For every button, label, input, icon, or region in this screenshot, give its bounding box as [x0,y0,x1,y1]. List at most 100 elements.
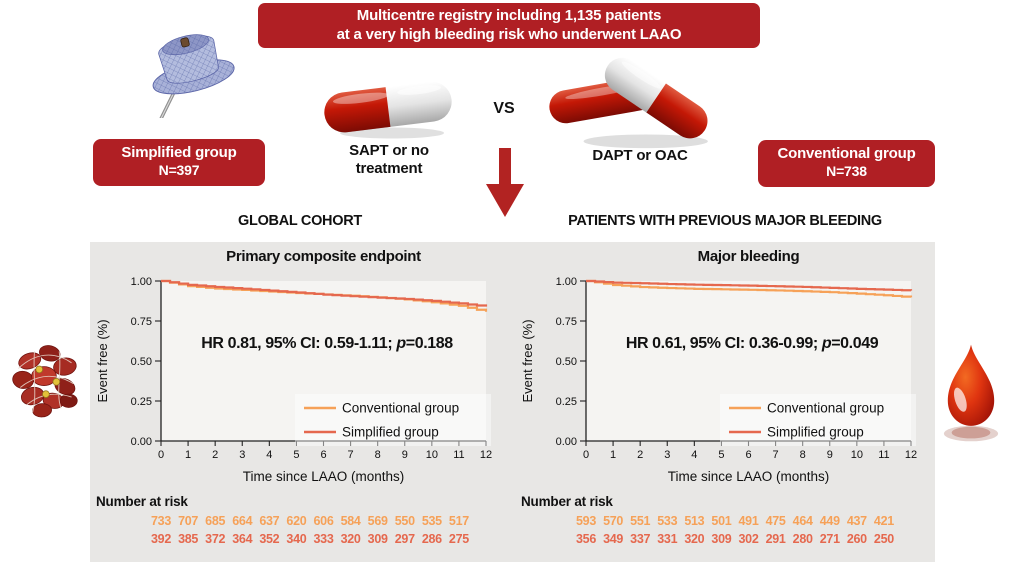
number-at-risk-value: 302 [738,532,759,546]
hr-annotation: HR 0.61, 95% CI: 0.36-0.99; p=0.049 [626,335,879,352]
svg-text:9: 9 [402,449,408,461]
number-at-risk-value: 333 [313,532,334,546]
number-at-risk-value: 250 [873,532,894,546]
treatment-left-line2: treatment [355,160,423,177]
number-at-risk-value: 551 [630,514,651,528]
number-at-risk-value: 421 [873,514,894,528]
number-at-risk-value: 352 [259,532,280,546]
blood-clot-icon [12,345,78,418]
svg-text:6: 6 [320,449,326,461]
top-banner-line1: Multicentre registry including 1,135 pat… [356,7,662,24]
y-axis-label: Event free (%) [520,319,535,402]
number-at-risk-value: 570 [603,514,624,528]
number-at-risk-row-simplified: 356 349 337 331 320 309 302 291 280 271 260 250 [515,532,935,547]
number-at-risk-value: 337 [630,532,651,546]
number-at-risk-value: 535 [421,514,442,528]
number-at-risk-value: 606 [313,514,334,528]
svg-text:0.50: 0.50 [556,356,577,368]
number-at-risk-value: 475 [765,514,786,528]
conventional-group-label: Conventional group [777,145,916,162]
number-at-risk-value: 349 [603,532,624,546]
svg-text:0: 0 [583,449,589,461]
number-at-risk-value: 733 [151,514,171,528]
number-at-risk-value: 550 [394,514,415,528]
treatment-left-line1: SAPT or no [349,142,429,159]
y-axis-label: Event free (%) [95,319,110,402]
number-at-risk-value: 392 [151,532,171,546]
number-at-risk-value: 449 [819,514,840,528]
blood-drop-icon [943,344,999,442]
treatment-right-label: DAPT or OAC [592,147,688,164]
svg-text:0.75: 0.75 [556,316,577,328]
number-at-risk-value: 664 [232,514,253,528]
svg-text:12: 12 [905,449,917,461]
svg-text:3: 3 [239,449,245,461]
legend-label-conventional: Conventional group [767,401,884,416]
svg-text:1.00: 1.00 [556,276,577,288]
number-at-risk-value: 291 [765,532,786,546]
number-at-risk-value: 569 [367,514,388,528]
svg-text:0.50: 0.50 [131,356,152,368]
number-at-risk-value: 464 [792,514,813,528]
km-chart-major-bleeding: Major bleeding 0.00 0.25 0.50 0.75 1.00 0 1 2 3 4… [515,242,935,562]
vs-label: VS [493,100,515,117]
svg-text:11: 11 [453,449,464,461]
legend-box [295,394,491,446]
svg-text:0.00: 0.00 [556,436,577,448]
number-at-risk-value: 620 [286,514,307,528]
number-at-risk-value: 320 [684,532,705,546]
svg-text:7: 7 [348,449,354,461]
svg-text:0.25: 0.25 [556,396,577,408]
number-at-risk-value: 533 [657,514,678,528]
svg-text:8: 8 [800,449,806,461]
svg-text:2: 2 [637,449,643,461]
number-at-risk-value: 637 [259,514,280,528]
two-capsules-icon [549,57,708,149]
km-plot: 0.000.250.500.751.000 1 2 3 4 5 6 7 8 9 10 11 12 Eve… [95,276,492,461]
number-at-risk-value: 331 [657,532,678,546]
number-at-risk-value: 501 [711,514,732,528]
number-at-risk-value: 297 [394,532,415,546]
svg-text:0.75: 0.75 [131,316,152,328]
svg-text:10: 10 [851,449,863,461]
number-at-risk-value: 286 [421,532,442,546]
number-at-risk-value: 309 [367,532,388,546]
svg-text:0.00: 0.00 [131,436,152,448]
number-at-risk-value: 707 [178,514,199,528]
svg-text:5: 5 [293,449,299,461]
top-banner-line2: at a very high bleeding risk who underwe… [336,26,682,43]
down-arrow-icon [486,148,524,217]
number-at-risk-value: 260 [846,532,867,546]
number-at-risk-value: 340 [286,532,307,546]
svg-text:12: 12 [480,449,492,461]
svg-text:5: 5 [718,449,724,461]
hr-annotation: HR 0.81, 95% CI: 0.59-1.11; p=0.188 [201,335,453,352]
number-at-risk-value: 584 [340,514,361,528]
x-axis-label: Time since LAAO (months) [667,469,830,484]
simplified-group-banner: Simplified group N=397 [93,139,265,186]
number-at-risk-value: 437 [846,514,867,528]
number-at-risk-value: 513 [684,514,705,528]
simplified-group-label: Simplified group [121,144,237,161]
svg-text:6: 6 [745,449,751,461]
legend-label-simplified: Simplified group [767,425,864,440]
number-at-risk-row-conventional: 593 570 551 533 513 501 491 475 464 449 437 421 [515,514,935,529]
x-axis-label: Time since LAAO (months) [242,469,405,484]
laao-device-icon [152,34,235,118]
legend-label-simplified: Simplified group [342,425,439,440]
simplified-group-n: N=397 [158,162,200,178]
number-at-risk-label: Number at risk [96,494,188,509]
svg-text:2: 2 [212,449,218,461]
km-chart-global-cohort: Primary composite endpoint 0.00 0.25 0.50 0… [90,242,510,562]
svg-text:4: 4 [691,449,697,461]
chart-title: Major bleeding [697,248,800,265]
legend-box [720,394,916,446]
number-at-risk-row-simplified: 392 385 372 364 352 340 333 320 309 297 286 275 [90,532,510,547]
number-at-risk-label: Number at risk [521,494,613,509]
number-at-risk-value: 320 [340,532,361,546]
section-header-previous-bleeding: PATIENTS WITH PREVIOUS MAJOR BLEEDING [568,213,882,229]
svg-text:8: 8 [375,449,381,461]
svg-text:11: 11 [878,449,889,461]
svg-text:0.25: 0.25 [131,396,152,408]
